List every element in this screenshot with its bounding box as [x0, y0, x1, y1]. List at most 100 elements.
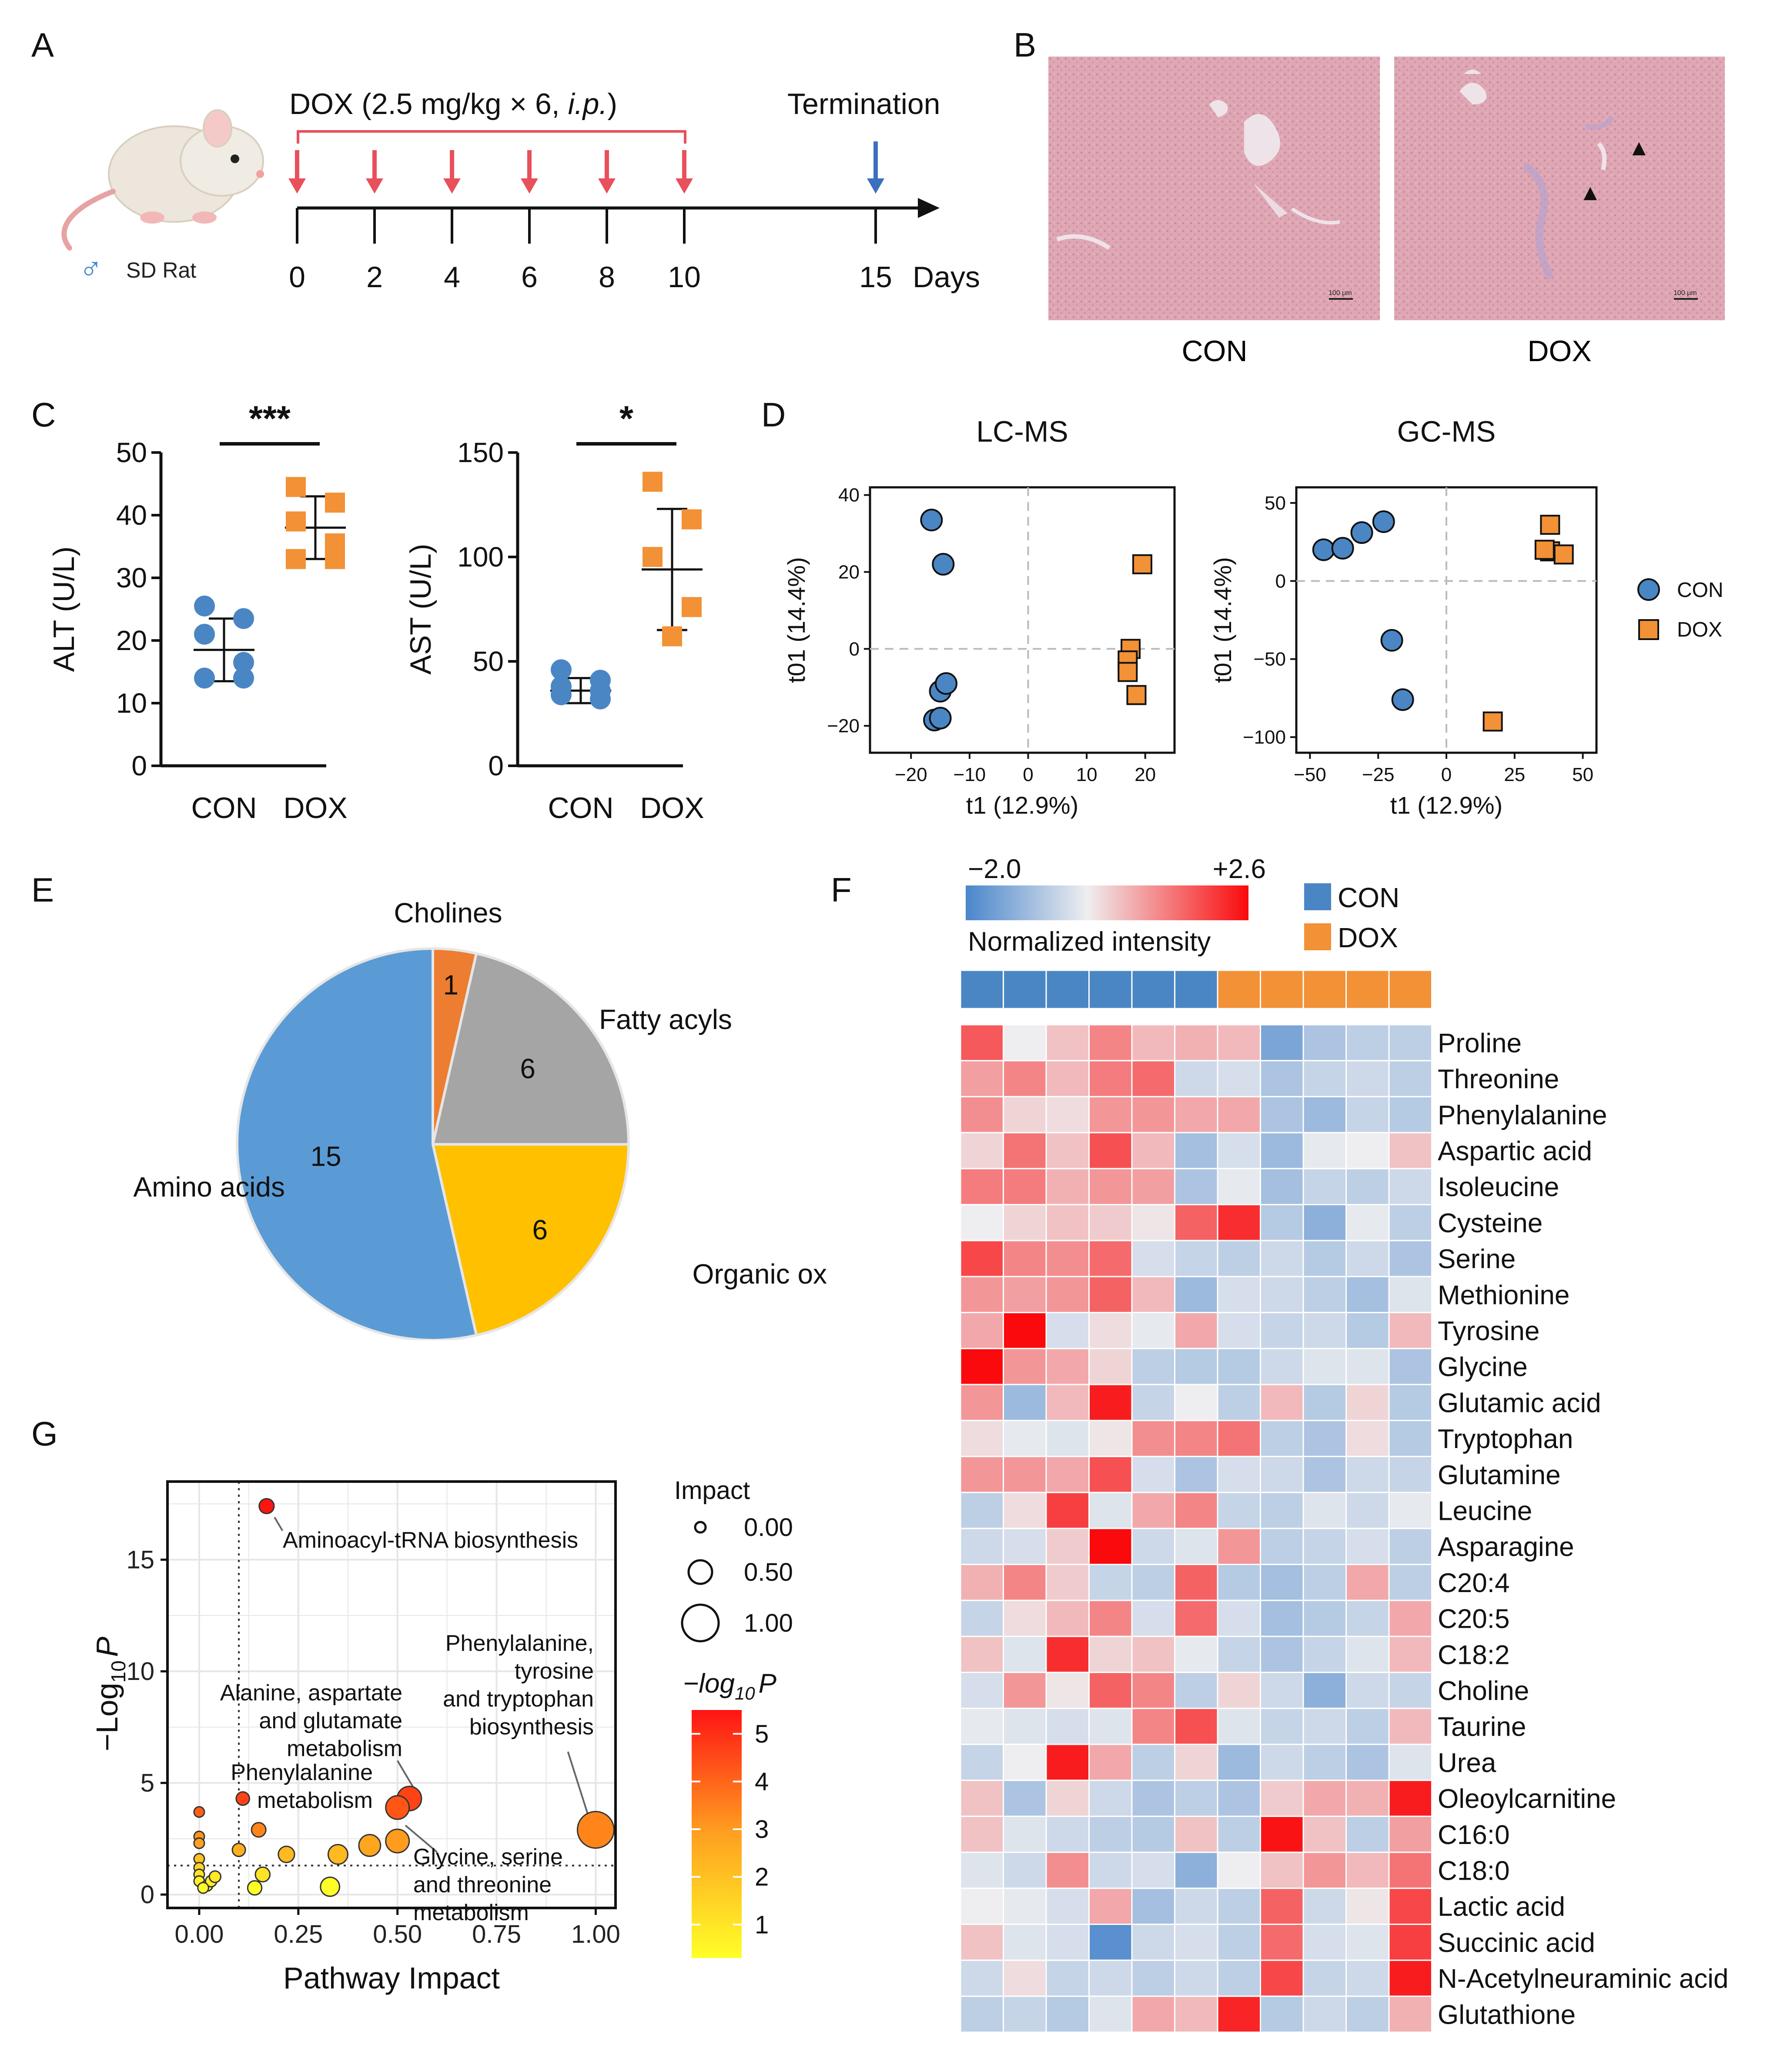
panel-c-dotplots: 0 10 20 30 40 50 ALT (U/L) CON DOX *** 0 50 100 150 AS… [47, 399, 704, 825]
heatmap-cell [1131, 1492, 1175, 1529]
heatmap-cell [1302, 1204, 1347, 1241]
heatmap-cell [1174, 1743, 1218, 1781]
heatmap-cell [1302, 1168, 1347, 1205]
heatmap-cell [1302, 1743, 1347, 1781]
scale-bar-dox: 100 μm [1673, 289, 1697, 297]
heatmap-cell [1045, 1780, 1090, 1817]
day-tick-label: 15 [859, 261, 892, 294]
color-scale-bar [966, 885, 1248, 920]
pathway-annotation: Glycine, serine [413, 1844, 563, 1870]
annotation-leader [567, 1751, 589, 1815]
x-axis-label: t1 (12.9%) [966, 791, 1078, 819]
pathway-bubble [197, 1882, 209, 1894]
color-scale-label: Normalized intensity [968, 927, 1211, 957]
heatmap-cell [1345, 1743, 1390, 1781]
heatmap-cell [1388, 1780, 1432, 1817]
y-tick-label: 50 [116, 437, 147, 468]
pathway-annotation: and tryptophan [443, 1686, 594, 1712]
heatmap-cell [1131, 1995, 1175, 2033]
heatmap-row-label: Taurine [1438, 1712, 1526, 1742]
con-point [1312, 538, 1335, 561]
heatmap-cell [1003, 1384, 1047, 1422]
histology-con-image: 100 μm [1048, 57, 1380, 320]
heatmap-cell [1345, 1168, 1390, 1205]
group-annotation-cell [1260, 969, 1304, 1009]
heatmap-cell [1174, 1060, 1218, 1097]
x-tick-label: 25 [1504, 764, 1525, 785]
group-annotation-cell [1345, 969, 1390, 1009]
heatmap-cell [1174, 1888, 1218, 1925]
heatmap-cell [1217, 1924, 1261, 1961]
heatmap-cell [1045, 1240, 1090, 1277]
heatmap-cell [1045, 1528, 1090, 1566]
heatmap-cell [1045, 1096, 1090, 1133]
heatmap-cell [1217, 1420, 1261, 1457]
heatmap-cell [1045, 1492, 1090, 1529]
heatmap-cell [1003, 1528, 1047, 1566]
color-legend-tick-label: 3 [755, 1815, 769, 1844]
panel-label-g: G [31, 1415, 58, 1453]
pathway-bubble [385, 1795, 410, 1820]
heatmap-cell [1388, 1599, 1432, 1637]
heatmap-cell [1088, 1743, 1133, 1781]
heatmap-cell [1345, 1959, 1390, 1997]
heatmap-row-label: Glutathione [1438, 2000, 1576, 2030]
heatmap-cell [1174, 1492, 1218, 1529]
heatmap-cell [1388, 1851, 1432, 1889]
heatmap-row-label: C18:2 [1438, 1640, 1509, 1670]
heatmap-cell [960, 1564, 1004, 1601]
heatmap-cell [1260, 1024, 1304, 1062]
con-point [1391, 688, 1414, 711]
dox-point [1534, 540, 1555, 560]
heatmap-cell [1302, 1455, 1347, 1493]
heatmap-cell [960, 1636, 1004, 1673]
heatmap-cell [1388, 1455, 1432, 1493]
dox-point [662, 626, 682, 647]
heatmap-cell [1260, 1240, 1304, 1277]
heatmap-cell [1388, 1132, 1432, 1170]
heatmap-cell [1088, 1420, 1133, 1457]
heatmap-cell [1131, 1959, 1175, 1997]
heatmap-cell [1131, 1707, 1175, 1745]
group-annotation-cell [1174, 969, 1218, 1009]
heatmap-cell [1088, 1240, 1133, 1277]
heatmap-cell [1260, 1060, 1304, 1097]
heatmap-cell [1345, 1599, 1390, 1637]
day-tick-label: 10 [668, 261, 701, 294]
y-tick-label: 150 [457, 437, 504, 468]
pie-value-label: 15 [310, 1141, 341, 1172]
heatmap-cell [1045, 1455, 1090, 1493]
plot-frame [869, 486, 1176, 754]
heatmap-cell [960, 1780, 1004, 1817]
heatmap-row-label: C16:0 [1438, 1820, 1509, 1850]
heatmap-cell [960, 1924, 1004, 1961]
heatmap-cell [1260, 1636, 1304, 1673]
heatmap-cell [1217, 1240, 1261, 1277]
heatmap-cell [1003, 1995, 1047, 2033]
heatmap-cell [1174, 1672, 1218, 1709]
pathway-annotation: and threonine [413, 1872, 552, 1898]
x-tick-label: −25 [1362, 764, 1395, 785]
heatmap-cell [1302, 1672, 1347, 1709]
heatmap-cell [1131, 1851, 1175, 1889]
heatmap-cell [1302, 1096, 1347, 1133]
heatmap-cell [1217, 1780, 1261, 1817]
heatmap-cell [1003, 1240, 1047, 1277]
heatmap-cell [1260, 1888, 1304, 1925]
significance-stars: * [619, 399, 633, 439]
size-legend-label: 0.00 [744, 1513, 793, 1542]
heatmap-cell [1131, 1384, 1175, 1422]
x-tick-label: 20 [1134, 764, 1156, 785]
heatmap-cell [1388, 1815, 1432, 1853]
day-tick-label: 2 [366, 261, 383, 294]
heatmap-cell [1045, 1636, 1090, 1673]
heatmap-row-label: Tryptophan [1438, 1424, 1573, 1454]
con-point [551, 684, 572, 705]
heatmap-cell [1003, 1024, 1047, 1062]
size-legend-circle [687, 1559, 713, 1585]
heatmap-cell [1088, 1204, 1133, 1241]
y-tick-label: −100 [1243, 727, 1286, 748]
heatmap-cell [1174, 1168, 1218, 1205]
heatmap-cell [1131, 1024, 1175, 1062]
plot-title: LC-MS [976, 415, 1068, 448]
